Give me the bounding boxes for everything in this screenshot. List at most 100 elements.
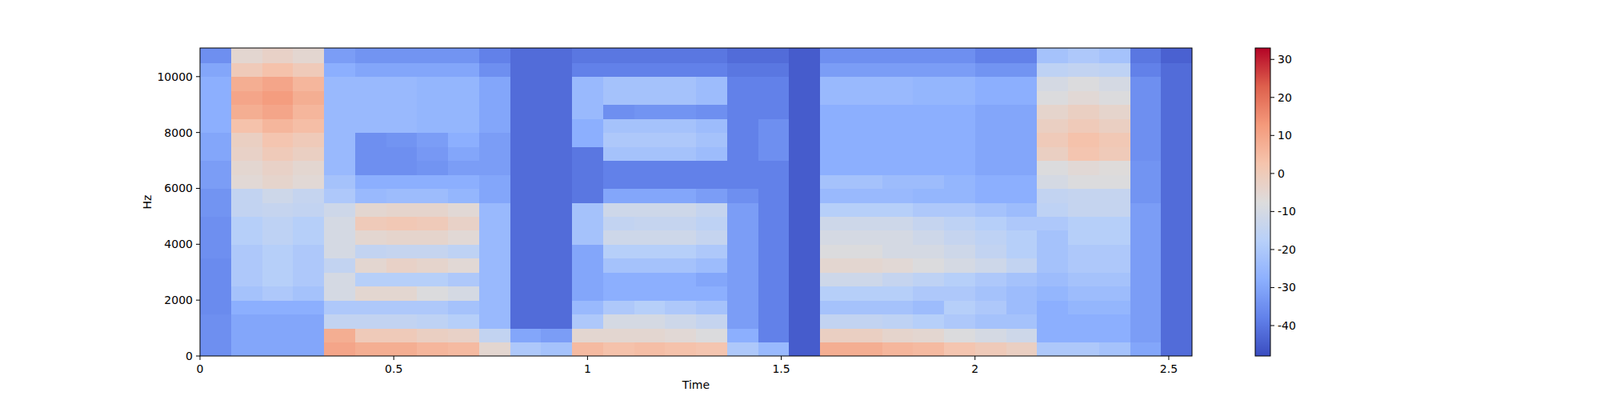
cell: [1130, 328, 1162, 343]
cell: [572, 160, 604, 176]
cell: [1160, 132, 1192, 148]
cell: [386, 202, 418, 217]
cell: [479, 146, 511, 161]
cell: [416, 146, 448, 161]
cell: [758, 272, 790, 287]
cell: [292, 300, 324, 315]
x-tick: [200, 356, 201, 360]
cell: [1006, 342, 1038, 356]
cell: [231, 104, 263, 120]
cell: [1130, 104, 1162, 120]
cell: [603, 48, 635, 64]
cell: [479, 314, 511, 329]
cell: [944, 300, 976, 315]
cell: [448, 48, 480, 64]
cell: [355, 132, 387, 148]
cell: [1130, 300, 1162, 315]
cell: [1068, 328, 1100, 343]
cell: [200, 286, 232, 301]
cell: [448, 314, 480, 329]
cell: [1006, 160, 1038, 176]
cell: [696, 272, 728, 287]
cell: [1130, 216, 1162, 231]
cell: [448, 216, 480, 231]
cell: [324, 328, 356, 343]
x-tick: [1168, 356, 1169, 360]
cell: [696, 230, 728, 245]
cell: [882, 314, 914, 329]
cell: [355, 90, 387, 105]
cell: [1099, 328, 1131, 343]
cell: [882, 174, 914, 189]
cell: [510, 230, 542, 245]
cell: [448, 104, 480, 120]
cell: [355, 342, 387, 356]
cell: [820, 174, 852, 189]
background: [0, 0, 1600, 400]
cell: [664, 314, 696, 329]
cell: [1099, 104, 1131, 120]
cell: [386, 314, 418, 329]
cell: [416, 62, 448, 77]
cell: [758, 76, 790, 92]
cell: [634, 244, 666, 259]
cell: [696, 342, 728, 356]
cell: [572, 286, 604, 301]
cell: [510, 272, 542, 287]
cell: [479, 258, 511, 273]
cell: [603, 132, 635, 148]
cell: [200, 62, 232, 77]
cell: [1036, 216, 1068, 231]
cell: [324, 342, 356, 356]
cell: [1160, 104, 1192, 120]
cell: [1099, 244, 1131, 259]
cell: [231, 230, 263, 245]
cell: [416, 188, 448, 203]
cell: [1099, 90, 1131, 105]
cell: [1130, 244, 1162, 259]
cell: [851, 244, 883, 259]
cell: [262, 132, 294, 148]
cell: [882, 104, 914, 120]
cell: [975, 62, 1007, 77]
cell: [727, 342, 759, 356]
cell: [572, 314, 604, 329]
cell: [200, 104, 232, 120]
cell: [944, 258, 976, 273]
cell: [292, 104, 324, 120]
cell: [851, 300, 883, 315]
cell: [540, 244, 572, 259]
cell: [1036, 132, 1068, 148]
cell: [510, 104, 542, 120]
cell: [386, 174, 418, 189]
cell: [912, 90, 944, 105]
cell: [851, 342, 883, 356]
cell: [416, 244, 448, 259]
cell: [603, 244, 635, 259]
cell: [1160, 272, 1192, 287]
y-tick-label: 0: [185, 349, 193, 363]
cell: [975, 202, 1007, 217]
cell: [355, 272, 387, 287]
cell: [758, 174, 790, 189]
cell: [479, 104, 511, 120]
cell: [386, 230, 418, 245]
cell: [882, 258, 914, 273]
cell: [975, 244, 1007, 259]
cell: [324, 286, 356, 301]
cell: [912, 104, 944, 120]
cell: [727, 272, 759, 287]
cell: [510, 160, 542, 176]
cell: [540, 342, 572, 356]
cell: [386, 76, 418, 92]
cell: [1036, 104, 1068, 120]
cell: [1130, 188, 1162, 203]
cell: [851, 104, 883, 120]
cell: [603, 342, 635, 356]
cell: [882, 90, 914, 105]
cell: [324, 90, 356, 105]
cell: [1160, 160, 1192, 176]
cell: [416, 216, 448, 231]
cell: [448, 286, 480, 301]
cell: [292, 328, 324, 343]
